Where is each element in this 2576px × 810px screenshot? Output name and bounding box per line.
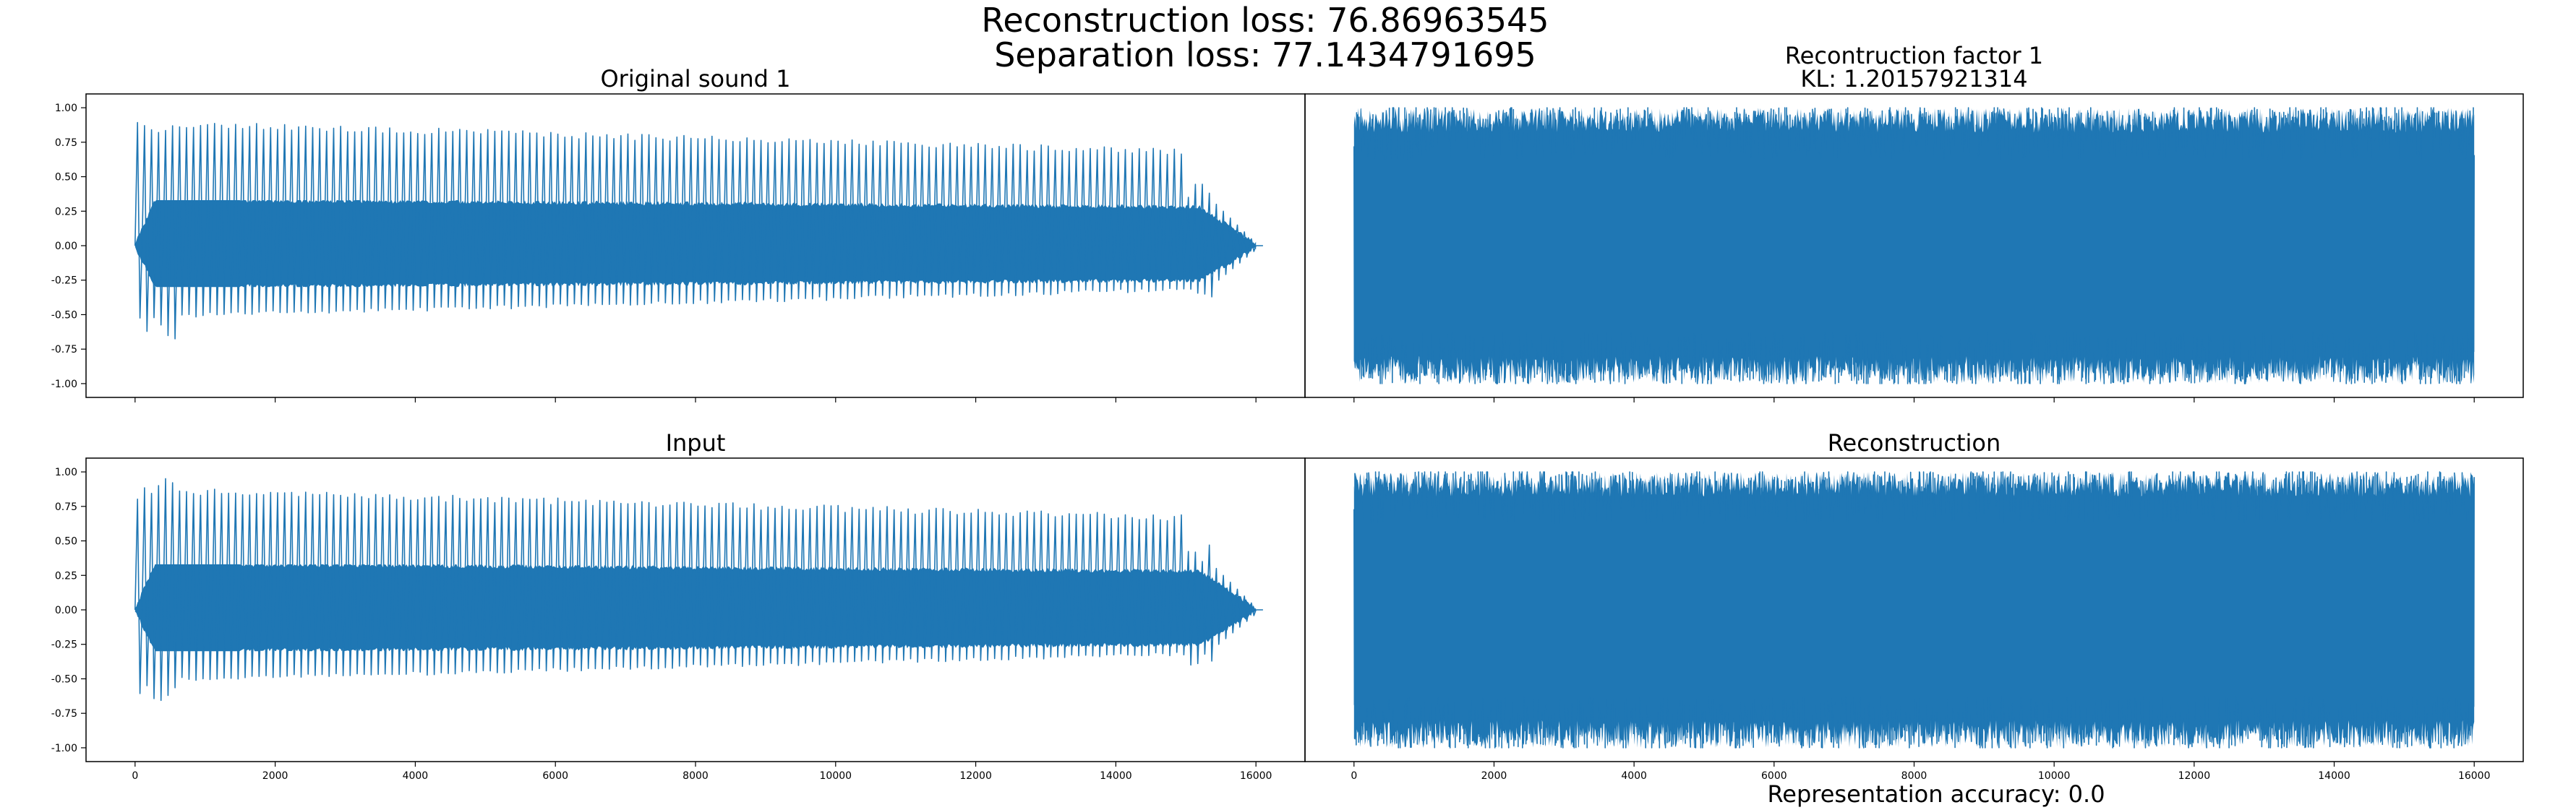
figure-title-line-2: Separation loss: 77.1434791695: [994, 35, 1536, 74]
ytick-label-input-8: -1.00: [51, 743, 77, 754]
signal-group-recon_factor: [1353, 107, 2475, 384]
xtick-label-input-4: 8000: [682, 770, 709, 782]
signal-group-original: [134, 121, 1263, 340]
ytick-label-original-8: -1.00: [51, 379, 77, 390]
xtick-label-input-0: 0: [132, 770, 138, 782]
signal-line-original: [134, 121, 1263, 340]
ytick-label-input-0: 1.00: [55, 467, 77, 478]
xtick-label-reconstruction-2: 4000: [1621, 770, 1647, 782]
xtick-label-reconstruction-3: 6000: [1761, 770, 1787, 782]
ytick-label-original-3: 0.25: [55, 206, 77, 217]
xtick-label-reconstruction-6: 12000: [2178, 770, 2211, 782]
xtick-label-reconstruction-5: 10000: [2038, 770, 2071, 782]
subplot-reconstruction: Reconstruction 0 2000 4000 6000 8000 10000 1200…: [1304, 429, 2524, 782]
signal-line-input: [134, 478, 1263, 702]
ytick-label-input-2: 0.50: [55, 536, 77, 548]
xtick-label-input-5: 10000: [820, 770, 852, 782]
panel-title-input: Input: [666, 429, 726, 457]
panel-title-recon_factor-line-2: KL: 1.20157921314: [1800, 65, 2027, 92]
xtick-label-reconstruction-0: 0: [1351, 770, 1357, 782]
signal-line-reconstruction: [1353, 471, 2475, 749]
ytick-label-input-3: 0.25: [55, 570, 77, 582]
xtick-label-reconstruction-1: 2000: [1481, 770, 1507, 782]
panel-title-reconstruction: Reconstruction: [1828, 429, 2001, 457]
ytick-label-original-6: -0.50: [51, 309, 77, 321]
xtick-label-input-7: 14000: [1100, 770, 1132, 782]
ytick-label-input-1: 0.75: [55, 501, 77, 513]
xtick-label-input-8: 16000: [1240, 770, 1272, 782]
xtick-label-reconstruction-4: 8000: [1901, 770, 1927, 782]
subplot-grid: Original sound 1 1.00 0.75 0.50 0.25 0.00 -0.2…: [51, 42, 2524, 782]
xtick-label-reconstruction-7: 14000: [2318, 770, 2350, 782]
ytick-label-original-2: 0.50: [55, 172, 77, 184]
subplot-recon_factor: Recontruction factor 1KL: 1.20157921314: [1304, 42, 2524, 402]
xtick-label-input-3: 6000: [542, 770, 568, 782]
signal-group-reconstruction: [1353, 471, 2475, 749]
subplot-input: Input 1.00 0.75 0.50 0.25 0.00 -0.25 -0.50 -0.75…: [51, 429, 1306, 782]
panel-title-original: Original sound 1: [600, 65, 790, 92]
ytick-label-input-6: -0.50: [51, 673, 77, 685]
xtick-label-input-2: 4000: [403, 770, 429, 782]
ytick-label-original-0: 1.00: [55, 103, 77, 114]
ytick-label-input-5: -0.25: [51, 639, 77, 651]
xtick-label-input-6: 12000: [959, 770, 992, 782]
ytick-label-input-4: 0.00: [55, 605, 77, 616]
signal-line-recon_factor: [1353, 107, 2475, 384]
ytick-label-original-7: -0.75: [51, 344, 77, 356]
ytick-label-input-7: -0.75: [51, 708, 77, 720]
figure-title-line-1: Reconstruction loss: 76.86963545: [981, 1, 1549, 40]
ytick-label-original-5: -0.25: [51, 275, 77, 287]
representation-accuracy-label: Representation accuracy: 0.0: [1767, 780, 2105, 808]
ytick-label-original-1: 0.75: [55, 137, 77, 149]
ytick-label-original-4: 0.00: [55, 241, 77, 252]
xtick-label-input-1: 2000: [262, 770, 288, 782]
xtick-label-reconstruction-8: 16000: [2458, 770, 2491, 782]
panel-title-recon_factor-line-1: Recontruction factor 1: [1785, 42, 2043, 69]
signal-group-input: [134, 478, 1263, 702]
